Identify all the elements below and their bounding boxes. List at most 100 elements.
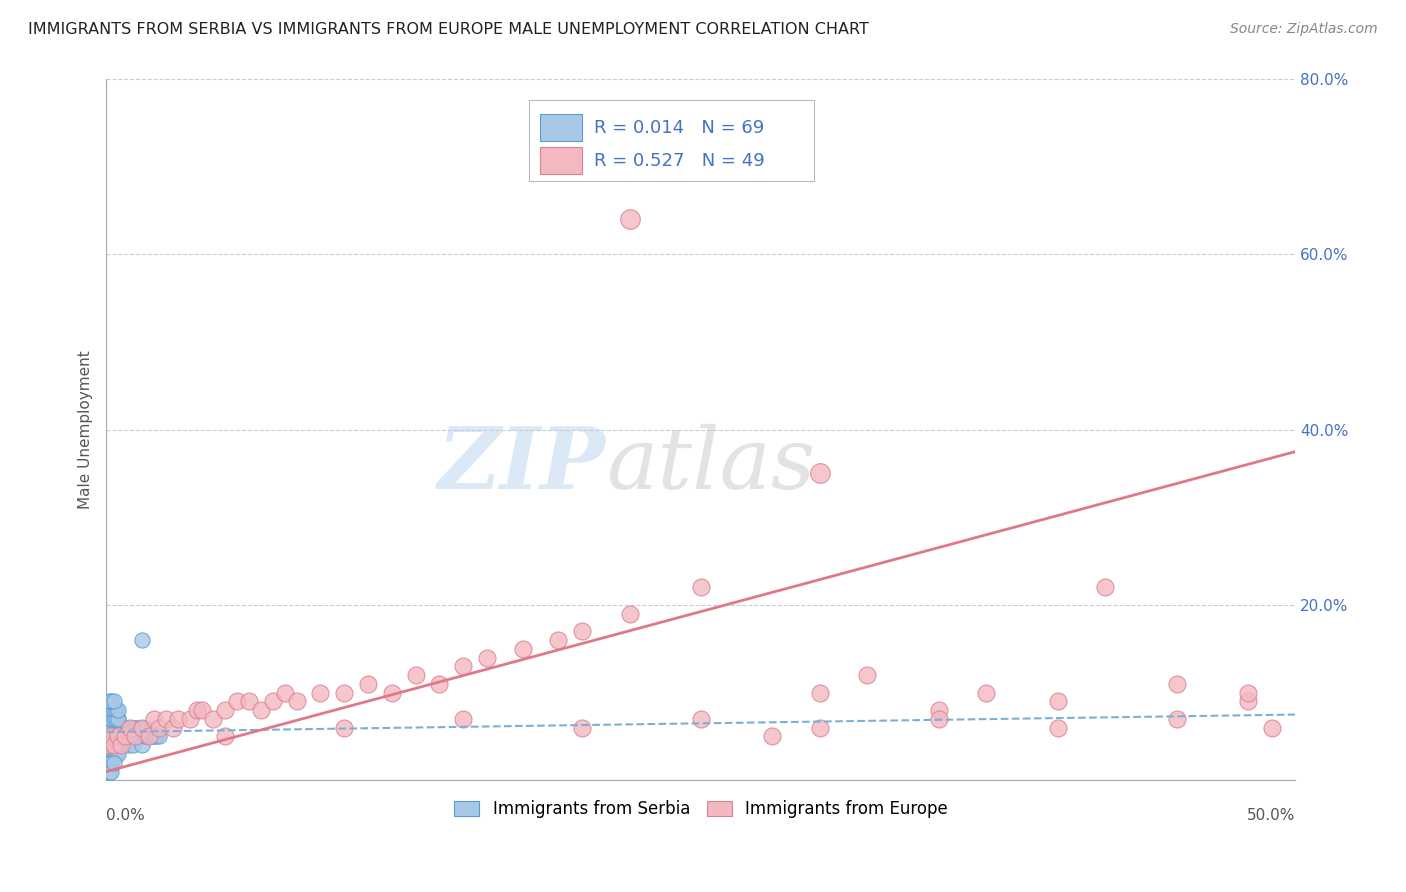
Point [214, 730, 236, 744]
Point [381, 685, 404, 699]
Point [309, 685, 332, 699]
Point [100, 738, 122, 752]
Point [97, 703, 120, 717]
Point [107, 730, 129, 744]
Point [134, 730, 156, 744]
Point [107, 747, 129, 761]
Point [226, 694, 249, 708]
Bar [540, 147, 582, 174]
Point [808, 467, 831, 481]
Point [357, 677, 380, 691]
Point [124, 730, 146, 744]
Text: ZIP: ZIP [437, 423, 606, 507]
Point [131, 738, 153, 752]
Point [571, 624, 593, 639]
Text: atlas: atlas [606, 424, 815, 506]
Point [1237, 685, 1260, 699]
Point [100, 703, 122, 717]
Point [429, 677, 451, 691]
Point [100, 730, 122, 744]
Point [186, 703, 208, 717]
Point [238, 694, 260, 708]
Point [148, 721, 170, 735]
Point [141, 730, 163, 744]
Point [114, 730, 136, 744]
Point [928, 712, 950, 726]
Text: Source: ZipAtlas.com: Source: ZipAtlas.com [1230, 22, 1378, 37]
Point [103, 738, 125, 752]
Point [124, 730, 146, 744]
Point [190, 703, 212, 717]
Point [808, 685, 831, 699]
Point [405, 668, 427, 682]
Point [107, 712, 129, 726]
Point [107, 703, 129, 717]
Point [103, 703, 125, 717]
Point [120, 730, 142, 744]
Point [451, 712, 474, 726]
Point [690, 712, 713, 726]
Point [117, 721, 139, 735]
Point [690, 581, 713, 595]
Point [808, 721, 831, 735]
Point [103, 756, 125, 770]
Point [128, 730, 150, 744]
Point [114, 730, 136, 744]
Point [134, 721, 156, 735]
Point [103, 730, 125, 744]
Point [100, 764, 122, 779]
Point [475, 650, 498, 665]
Point [97, 694, 120, 708]
Point [131, 721, 153, 735]
Point [104, 747, 127, 761]
Point [114, 721, 136, 735]
Point [103, 712, 125, 726]
Point [451, 659, 474, 673]
Point [100, 747, 122, 761]
Point [155, 712, 177, 726]
Text: IMMIGRANTS FROM SERBIA VS IMMIGRANTS FROM EUROPE MALE UNEMPLOYMENT CORRELATION C: IMMIGRANTS FROM SERBIA VS IMMIGRANTS FRO… [28, 22, 869, 37]
Point [131, 721, 153, 735]
Point [619, 212, 641, 227]
Point [856, 668, 879, 682]
Point [97, 747, 120, 761]
Point [761, 730, 783, 744]
Point [143, 730, 166, 744]
Point [107, 738, 129, 752]
Point [162, 721, 184, 735]
Point [100, 756, 122, 770]
Point [250, 703, 273, 717]
Point [214, 703, 236, 717]
Point [107, 730, 129, 744]
Point [100, 694, 122, 708]
Point [512, 641, 534, 656]
Point [120, 721, 142, 735]
Point [179, 712, 201, 726]
Point [112, 721, 135, 735]
Point [104, 730, 127, 744]
Point [120, 721, 142, 735]
Text: 50.0%: 50.0% [1247, 808, 1295, 823]
Point [1237, 694, 1260, 708]
Point [127, 721, 149, 735]
Bar [540, 114, 582, 141]
Text: R = 0.527   N = 49: R = 0.527 N = 49 [593, 152, 765, 170]
Point [127, 730, 149, 744]
Point [104, 712, 127, 726]
Text: R = 0.014   N = 69: R = 0.014 N = 69 [593, 119, 765, 137]
Point [138, 730, 160, 744]
Point [97, 712, 120, 726]
Point [110, 730, 132, 744]
Point [97, 730, 120, 744]
Point [1046, 694, 1069, 708]
Point [104, 703, 127, 717]
Legend: Immigrants from Serbia, Immigrants from Europe: Immigrants from Serbia, Immigrants from … [447, 793, 955, 824]
Point [104, 738, 127, 752]
Point [202, 712, 225, 726]
Point [619, 607, 641, 621]
Point [145, 730, 167, 744]
Point [571, 721, 593, 735]
Point [128, 721, 150, 735]
Point [121, 721, 143, 735]
Point [97, 738, 120, 752]
